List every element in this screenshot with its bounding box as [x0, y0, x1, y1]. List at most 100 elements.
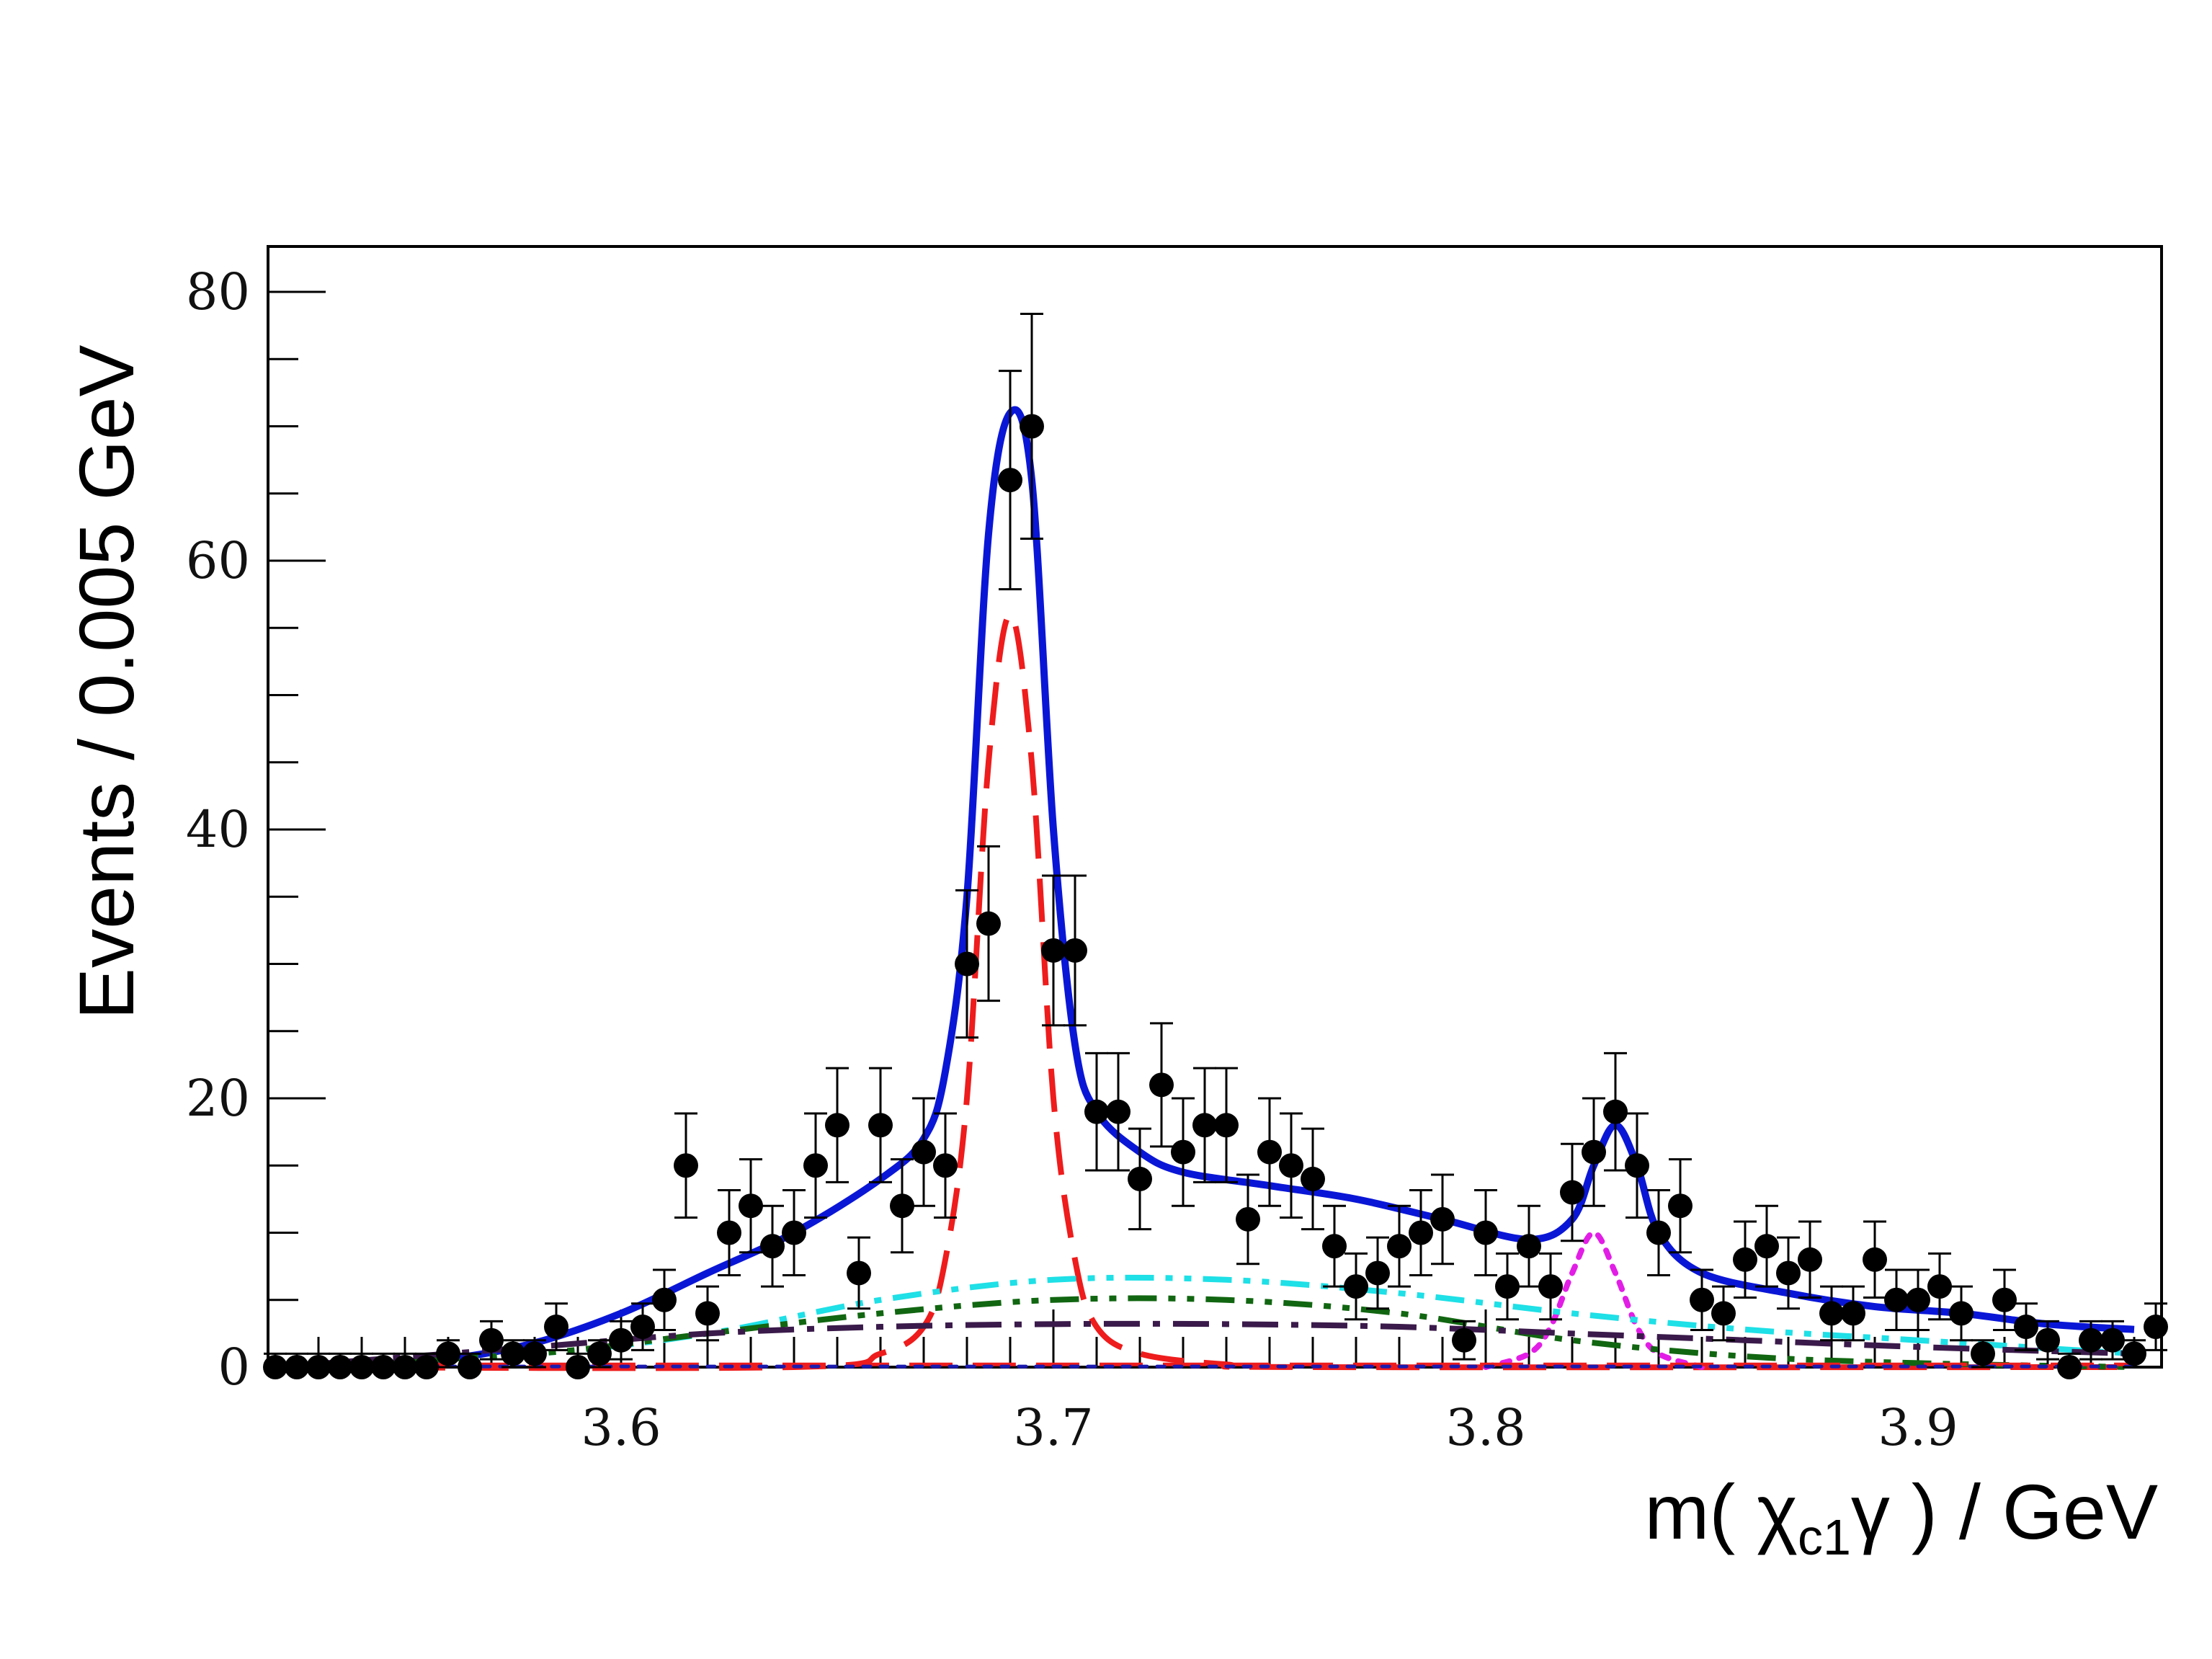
x-tick-label: 3.8	[1445, 1398, 1525, 1457]
data-point	[1365, 1236, 1390, 1310]
data-point	[1625, 1112, 1649, 1219]
data-point	[1949, 1285, 1974, 1342]
data-point	[436, 1339, 460, 1369]
data-marker	[717, 1220, 741, 1245]
data-point	[414, 1352, 439, 1379]
data-marker	[1279, 1153, 1303, 1178]
y-axis-title: Events / 0.005 GeV	[63, 344, 150, 1020]
data-marker	[847, 1260, 871, 1286]
data-marker	[825, 1113, 849, 1138]
data-point	[868, 1067, 893, 1183]
data-marker	[1452, 1327, 1476, 1353]
data-marker	[1646, 1220, 1671, 1245]
data-point	[1409, 1189, 1433, 1276]
data-marker	[2014, 1315, 2038, 1340]
data-point	[652, 1268, 677, 1331]
data-marker	[1560, 1180, 1584, 1205]
data-point	[1257, 1097, 1282, 1207]
data-point	[1279, 1112, 1303, 1219]
data-marker	[2100, 1327, 2125, 1353]
data-marker	[306, 1355, 331, 1379]
data-marker	[1711, 1301, 1736, 1326]
data-marker	[1841, 1301, 1865, 1326]
data-point	[1819, 1285, 1844, 1342]
data-marker	[2035, 1327, 2060, 1353]
data-marker	[1020, 414, 1044, 439]
data-point	[933, 1112, 958, 1219]
data-marker	[263, 1355, 287, 1379]
data-marker	[2057, 1355, 2082, 1379]
data-marker	[285, 1355, 309, 1379]
data-point	[2079, 1320, 2103, 1361]
data-marker	[1538, 1274, 1563, 1299]
data-marker	[1344, 1274, 1368, 1299]
data-marker	[1603, 1099, 1628, 1124]
data-point	[695, 1285, 720, 1342]
data-marker	[782, 1220, 806, 1245]
data-marker	[1257, 1139, 1282, 1165]
data-point	[782, 1189, 806, 1276]
data-point	[349, 1352, 374, 1379]
data-point	[393, 1352, 417, 1379]
data-marker	[1733, 1247, 1757, 1272]
x-axis-title-gamma: γ	[1851, 1468, 1890, 1555]
data-marker	[609, 1327, 633, 1353]
data-marker	[998, 468, 1022, 493]
data-point	[1646, 1189, 1671, 1276]
fit-curve-dashed-1	[275, 611, 2135, 1371]
data-marker	[760, 1234, 785, 1259]
data-point	[566, 1352, 590, 1379]
data-marker	[695, 1301, 720, 1326]
data-point	[1084, 1051, 1109, 1172]
x-tick-label: 3.9	[1878, 1398, 1958, 1457]
data-point	[479, 1320, 504, 1361]
data-marker	[1884, 1287, 1909, 1312]
x-axis-title-prefix: m(	[1644, 1468, 1757, 1555]
data-marker	[1906, 1287, 1930, 1312]
data-marker	[1409, 1220, 1433, 1245]
data-point	[2122, 1339, 2146, 1369]
data-point	[1063, 874, 1087, 1027]
data-point	[1733, 1220, 1757, 1299]
data-marker	[566, 1355, 590, 1379]
data-marker	[1149, 1072, 1174, 1098]
data-marker	[1625, 1153, 1649, 1178]
data-point	[1214, 1067, 1239, 1183]
data-marker	[1495, 1274, 1520, 1299]
data-point	[760, 1204, 785, 1288]
fit-curve-dash-dot-dot-4	[275, 1295, 2135, 1370]
data-marker	[1301, 1166, 1325, 1191]
data-marker	[1776, 1260, 1801, 1286]
data-marker	[393, 1355, 417, 1379]
data-point	[2100, 1320, 2125, 1361]
y-axis: 0 20 40 60 80	[186, 262, 326, 1397]
data-marker	[436, 1341, 460, 1366]
data-point	[1992, 1268, 2017, 1331]
data-point	[1344, 1252, 1368, 1321]
data-marker	[1236, 1206, 1260, 1232]
data-point	[1192, 1067, 1217, 1183]
data-point	[1776, 1236, 1801, 1310]
data-marker	[652, 1287, 677, 1312]
data-marker	[1084, 1099, 1109, 1124]
data-point	[1106, 1051, 1130, 1172]
data-point	[739, 1158, 763, 1254]
data-point	[1149, 1022, 1174, 1148]
data-point	[1041, 874, 1066, 1027]
data-point	[1171, 1097, 1195, 1207]
data-marker	[1063, 938, 1087, 963]
data-marker	[2122, 1341, 2146, 1366]
data-point	[1495, 1252, 1520, 1321]
data-marker	[522, 1341, 547, 1366]
data-point	[976, 845, 1001, 1002]
x-axis-title-suffix: ) / GeV	[1890, 1468, 2158, 1555]
data-marker	[1322, 1234, 1347, 1259]
data-point	[306, 1352, 331, 1379]
data-marker	[1971, 1341, 1995, 1366]
data-point	[825, 1067, 849, 1183]
data-marker	[1430, 1206, 1455, 1232]
data-marker	[739, 1193, 763, 1219]
data-marker	[328, 1355, 352, 1379]
data-marker	[1171, 1139, 1195, 1165]
data-point	[1236, 1173, 1260, 1266]
